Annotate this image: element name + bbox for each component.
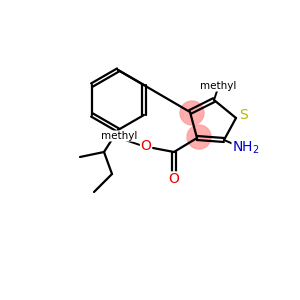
Text: O: O bbox=[141, 139, 152, 153]
Text: O: O bbox=[169, 172, 179, 186]
Circle shape bbox=[187, 125, 211, 149]
Text: methyl: methyl bbox=[200, 81, 236, 91]
Circle shape bbox=[180, 101, 204, 125]
Text: NH$_2$: NH$_2$ bbox=[232, 140, 260, 156]
Text: S: S bbox=[238, 108, 247, 122]
Text: methyl: methyl bbox=[101, 131, 137, 141]
